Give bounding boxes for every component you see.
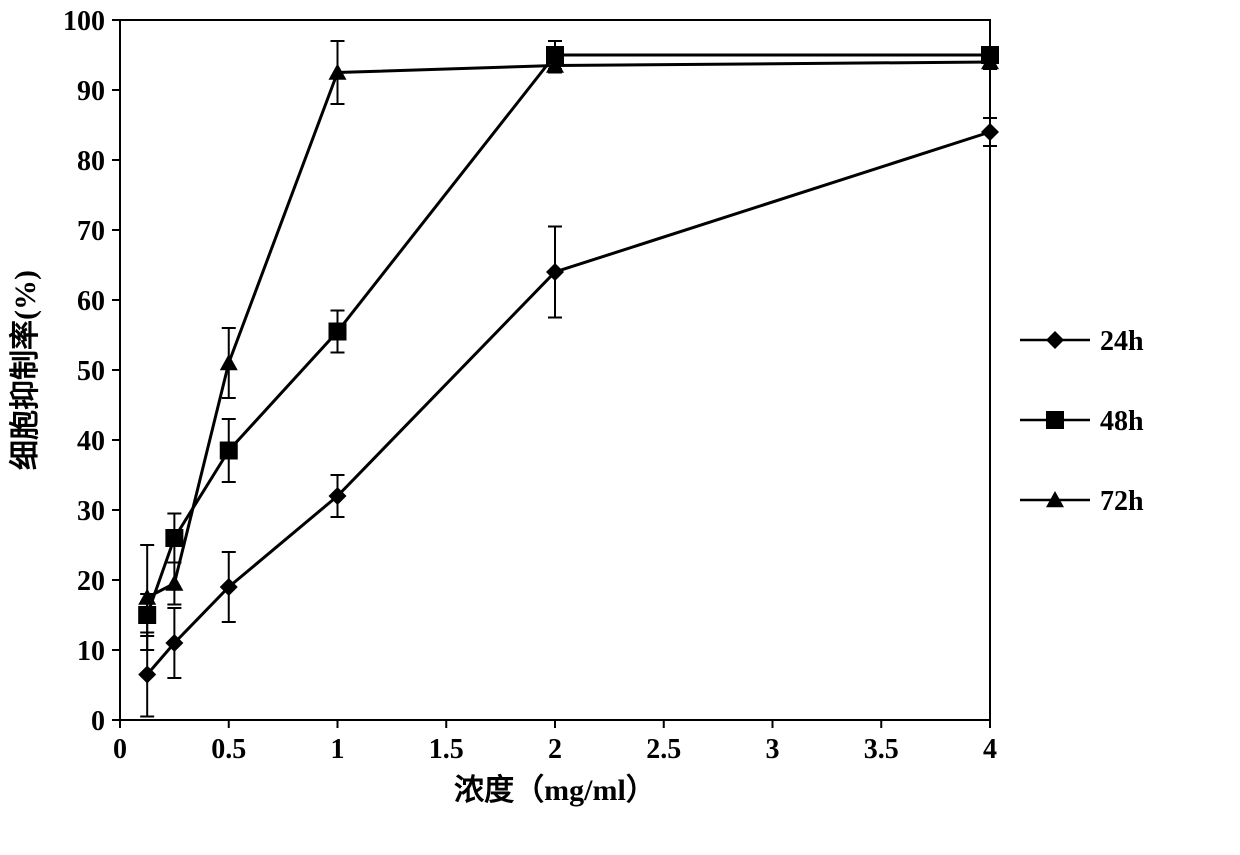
y-tick-label: 30 bbox=[77, 496, 105, 527]
square-marker bbox=[220, 442, 238, 460]
x-tick-label: 2 bbox=[548, 734, 562, 765]
series-48h bbox=[138, 41, 999, 636]
line-chart: 00.511.522.533.540102030405060708090100浓… bbox=[0, 0, 1240, 850]
legend-item: 48h bbox=[1020, 406, 1144, 437]
y-tick-label: 80 bbox=[77, 146, 105, 177]
y-tick-label: 90 bbox=[77, 76, 105, 107]
series-line bbox=[147, 55, 990, 615]
square-marker bbox=[329, 323, 347, 341]
x-tick-label: 3.5 bbox=[864, 734, 899, 765]
x-tick-label: 2.5 bbox=[646, 734, 681, 765]
square-marker bbox=[1046, 411, 1064, 429]
legend-item: 72h bbox=[1020, 486, 1144, 517]
y-axis-title: 细胞抑制率(%) bbox=[9, 270, 42, 470]
x-tick-label: 4 bbox=[983, 734, 997, 765]
x-tick-label: 1.5 bbox=[429, 734, 464, 765]
y-tick-label: 60 bbox=[77, 286, 105, 317]
x-tick-label: 0.5 bbox=[211, 734, 246, 765]
y-tick-label: 40 bbox=[77, 426, 105, 457]
chart-container: 00.511.522.533.540102030405060708090100浓… bbox=[0, 0, 1240, 850]
triangle-marker bbox=[220, 354, 238, 370]
triangle-marker bbox=[165, 575, 183, 591]
y-tick-label: 100 bbox=[63, 6, 105, 37]
series-line bbox=[147, 62, 990, 598]
diamond-marker bbox=[1046, 331, 1064, 349]
y-tick-label: 0 bbox=[91, 706, 105, 737]
y-tick-label: 20 bbox=[77, 566, 105, 597]
x-tick-label: 3 bbox=[766, 734, 780, 765]
legend-label: 72h bbox=[1100, 486, 1144, 517]
y-tick-label: 10 bbox=[77, 636, 105, 667]
x-tick-label: 0 bbox=[113, 734, 127, 765]
y-tick-label: 50 bbox=[77, 356, 105, 387]
legend-label: 24h bbox=[1100, 326, 1144, 357]
x-axis-title: 浓度（mg/ml） bbox=[454, 773, 656, 807]
square-marker bbox=[165, 529, 183, 547]
series-24h bbox=[138, 118, 999, 717]
y-tick-label: 70 bbox=[77, 216, 105, 247]
diamond-marker bbox=[981, 123, 999, 141]
series-72h bbox=[138, 41, 999, 650]
legend-item: 24h bbox=[1020, 326, 1144, 357]
legend-label: 48h bbox=[1100, 406, 1144, 437]
plot-border bbox=[120, 20, 990, 720]
x-tick-label: 1 bbox=[331, 734, 345, 765]
